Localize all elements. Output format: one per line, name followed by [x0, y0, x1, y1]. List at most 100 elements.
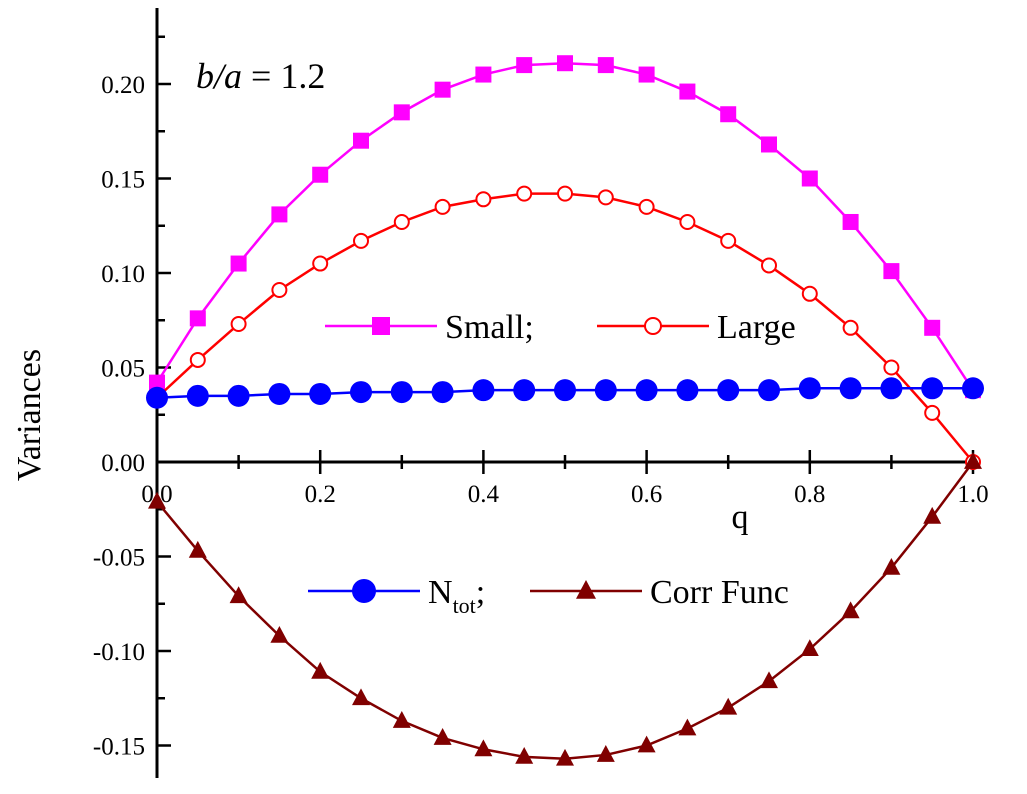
open-circle-marker [720, 232, 737, 249]
square-marker [230, 255, 247, 272]
filled-circle-marker [472, 379, 495, 402]
triangle-marker [433, 728, 452, 745]
triangle-marker [148, 491, 166, 509]
open-circle-marker [644, 317, 662, 335]
triangle-marker [515, 746, 534, 764]
legend: Small; Large Ntot; Corr Func [308, 309, 796, 618]
triangle-marker [964, 452, 982, 469]
series-small [149, 55, 981, 399]
legend-entry-small: Small; [325, 309, 534, 346]
open-circle-marker [638, 198, 655, 215]
y-tick-label: -0.15 [93, 734, 145, 761]
filled-circle-marker [554, 379, 576, 402]
square-marker [393, 104, 410, 121]
square-marker [924, 319, 941, 336]
filled-circle-marker [676, 379, 699, 402]
square-marker [353, 132, 369, 149]
filled-circle-marker [268, 382, 291, 405]
square-marker [149, 374, 165, 391]
x-axis-label: q [732, 499, 749, 536]
triangle-marker [923, 506, 942, 524]
square-marker [801, 170, 818, 187]
open-circle-marker [516, 185, 533, 202]
y-tick-label: 0.10 [101, 261, 145, 288]
filled-circle-marker [880, 377, 903, 400]
filled-circle-marker [635, 379, 658, 402]
square-marker [516, 57, 533, 74]
filled-circle-marker [390, 381, 413, 404]
series-layer [146, 55, 984, 766]
open-circle-marker [761, 257, 777, 274]
square-marker [679, 83, 696, 100]
square-marker [372, 317, 390, 335]
open-circle-marker [189, 351, 206, 368]
triangle-marker [576, 580, 596, 599]
y-tick-label: 0.05 [101, 356, 145, 383]
y-axis-label: Variances [11, 349, 48, 481]
triangle-marker [311, 661, 330, 679]
open-circle-marker [557, 185, 573, 202]
x-tick-label: 1.0 [957, 481, 988, 508]
legend-entry-ntot: Ntot; [308, 574, 485, 618]
square-marker [475, 66, 492, 83]
legend-entry-corr-func: Corr Func [530, 574, 789, 611]
x-tick-label: 0.6 [631, 481, 662, 508]
legend-ntot-main: N [428, 574, 453, 611]
filled-circle-marker [717, 379, 740, 402]
triangle-marker [800, 639, 819, 657]
filled-circle-marker [146, 386, 168, 409]
open-circle-marker [801, 285, 818, 302]
triangle-marker [678, 718, 697, 736]
open-circle-marker [883, 359, 900, 376]
open-circle-marker [924, 404, 941, 421]
triangle-marker [882, 557, 901, 575]
square-marker [434, 81, 451, 98]
filled-circle-marker [227, 384, 250, 407]
open-circle-marker [434, 198, 451, 215]
legend-label-ntot: Ntot; [428, 574, 485, 618]
open-circle-marker [842, 319, 859, 336]
triangle-marker [270, 625, 289, 643]
square-marker [597, 57, 614, 74]
ratio-annotation: b/a = 1.2 [196, 56, 325, 96]
square-marker [638, 66, 655, 83]
x-tick-label: 0.2 [305, 481, 336, 508]
filled-circle-marker [352, 579, 376, 603]
square-marker [761, 136, 777, 153]
square-marker [189, 310, 206, 327]
open-circle-marker [312, 255, 329, 272]
triangle-marker [188, 540, 207, 558]
series-ntot [146, 377, 984, 409]
triangle-marker [760, 671, 778, 689]
triangle-marker [556, 748, 574, 766]
y-tick-label: 0.15 [101, 167, 145, 194]
square-marker [271, 206, 288, 223]
filled-circle-marker [186, 384, 209, 407]
square-marker [557, 55, 573, 72]
legend-label-large: Large [717, 309, 796, 346]
legend-entry-large: Large [597, 309, 796, 346]
legend-label-corr-func: Corr Func [650, 574, 789, 611]
square-marker [842, 213, 859, 230]
x-tick-label: 0.8 [794, 481, 825, 508]
triangle-marker [719, 697, 738, 715]
open-circle-marker [271, 282, 288, 299]
filled-circle-marker [513, 379, 536, 402]
x-tick-label: 0.4 [468, 481, 500, 508]
square-marker [720, 106, 737, 123]
ratio-annotation-italic: b/a [196, 56, 242, 96]
filled-circle-marker [962, 377, 984, 400]
filled-circle-marker [309, 382, 332, 405]
open-circle-marker [393, 213, 410, 230]
filled-circle-marker [798, 377, 821, 400]
open-circle-marker [353, 232, 369, 249]
triangle-marker [229, 586, 248, 604]
open-circle-marker [679, 213, 696, 230]
triangle-marker [637, 735, 656, 753]
triangle-marker [596, 745, 615, 762]
square-marker [883, 263, 900, 280]
ratio-annotation-rest: = 1.2 [242, 56, 325, 96]
triangle-marker [392, 711, 411, 728]
filled-circle-marker [839, 377, 862, 400]
